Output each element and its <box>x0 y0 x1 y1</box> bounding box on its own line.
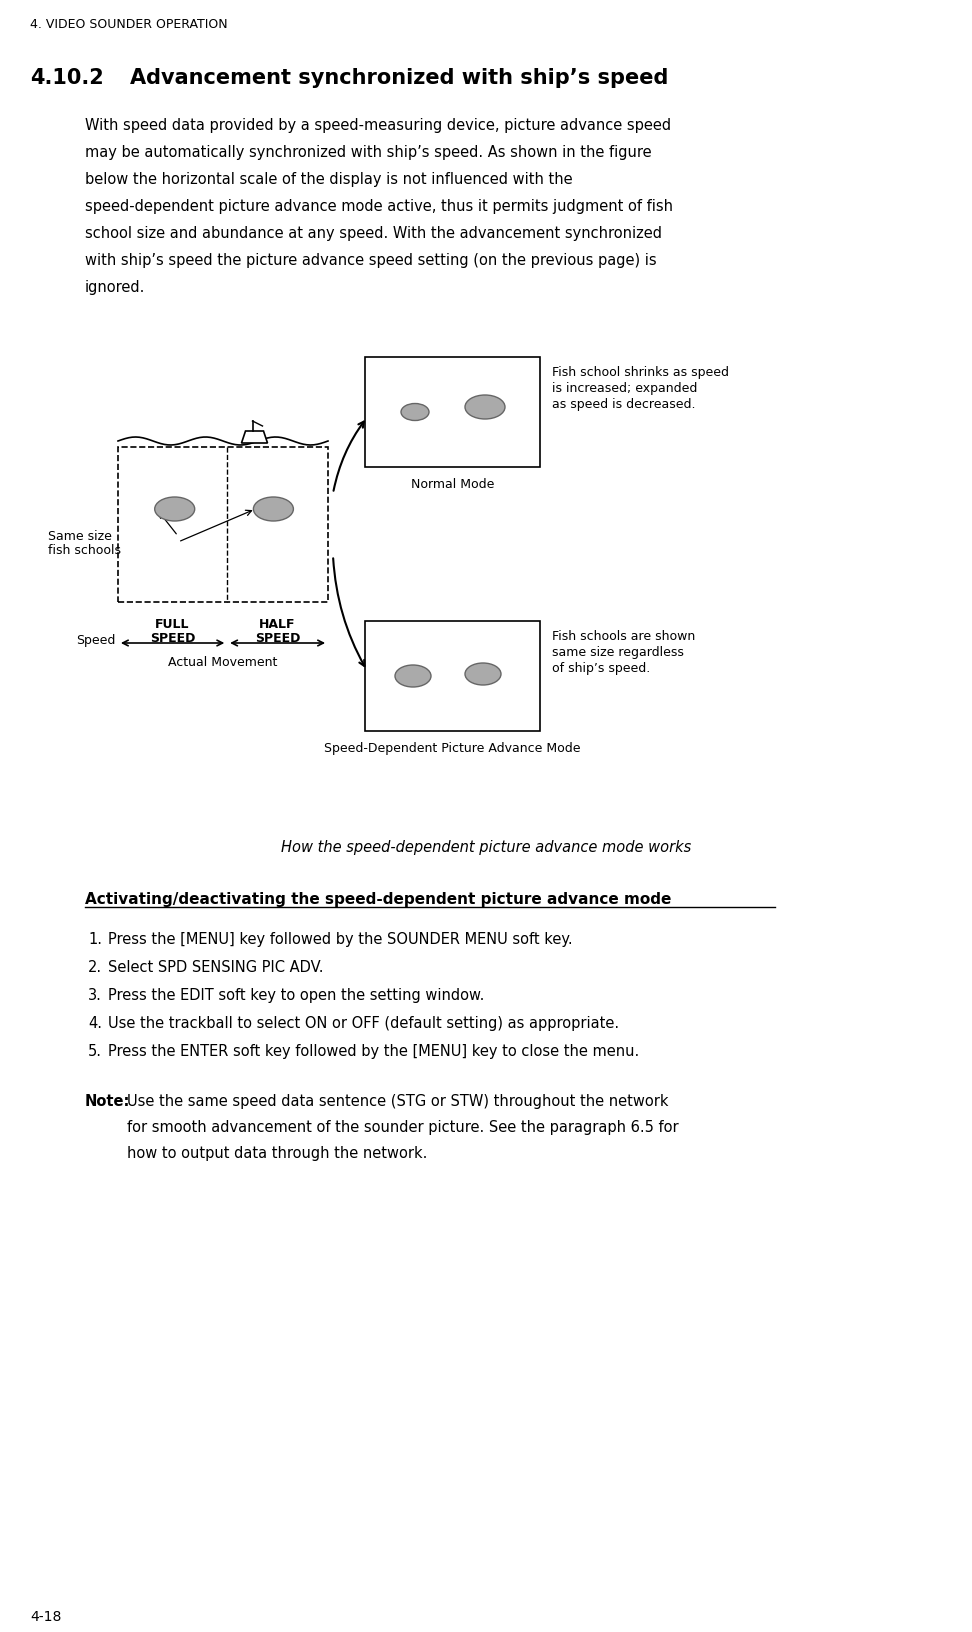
Text: SPEED: SPEED <box>150 632 195 645</box>
Text: below the horizontal scale of the display is not influenced with the: below the horizontal scale of the displa… <box>85 171 573 188</box>
Text: 2.: 2. <box>88 960 102 974</box>
Text: Use the trackball to select ON or OFF (default setting) as appropriate.: Use the trackball to select ON or OFF (d… <box>108 1015 619 1030</box>
Text: 5.: 5. <box>88 1043 102 1058</box>
Polygon shape <box>241 432 267 444</box>
Text: fish schools: fish schools <box>48 543 121 557</box>
Bar <box>118 447 328 602</box>
Text: Press the [MENU] key followed by the SOUNDER MENU soft key.: Press the [MENU] key followed by the SOU… <box>108 932 573 947</box>
Text: FULL: FULL <box>156 617 190 630</box>
Text: may be automatically synchronized with ship’s speed. As shown in the figure: may be automatically synchronized with s… <box>85 145 651 160</box>
Text: 4.: 4. <box>88 1015 102 1030</box>
Text: 4. VIDEO SOUNDER OPERATION: 4. VIDEO SOUNDER OPERATION <box>30 18 227 31</box>
Text: With speed data provided by a speed-measuring device, picture advance speed: With speed data provided by a speed-meas… <box>85 118 671 132</box>
Text: 4-18: 4-18 <box>30 1609 61 1622</box>
Ellipse shape <box>395 666 431 687</box>
Text: of ship’s speed.: of ship’s speed. <box>552 661 650 674</box>
Ellipse shape <box>401 405 429 421</box>
Text: 3.: 3. <box>88 987 102 1002</box>
Text: Press the ENTER soft key followed by the [MENU] key to close the menu.: Press the ENTER soft key followed by the… <box>108 1043 640 1058</box>
Text: with ship’s speed the picture advance speed setting (on the previous page) is: with ship’s speed the picture advance sp… <box>85 253 657 268</box>
Text: Select SPD SENSING PIC ADV.: Select SPD SENSING PIC ADV. <box>108 960 324 974</box>
Ellipse shape <box>155 498 194 522</box>
Text: Actual Movement: Actual Movement <box>168 656 278 669</box>
Text: Activating/deactivating the speed-dependent picture advance mode: Activating/deactivating the speed-depend… <box>85 891 672 906</box>
Text: Fish schools are shown: Fish schools are shown <box>552 630 695 643</box>
Text: SPEED: SPEED <box>255 632 300 645</box>
Text: HALF: HALF <box>260 617 295 630</box>
Text: How the speed-dependent picture advance mode works: How the speed-dependent picture advance … <box>281 839 691 855</box>
Text: Advancement synchronized with ship’s speed: Advancement synchronized with ship’s spe… <box>130 69 669 88</box>
Text: Speed: Speed <box>76 633 115 646</box>
Text: Press the EDIT soft key to open the setting window.: Press the EDIT soft key to open the sett… <box>108 987 484 1002</box>
Ellipse shape <box>465 395 505 419</box>
Text: ignored.: ignored. <box>85 279 146 295</box>
Text: as speed is decreased.: as speed is decreased. <box>552 398 696 411</box>
Ellipse shape <box>465 664 501 685</box>
Text: speed-dependent picture advance mode active, thus it permits judgment of fish: speed-dependent picture advance mode act… <box>85 199 673 214</box>
Text: Note:: Note: <box>85 1093 130 1108</box>
Text: how to output data through the network.: how to output data through the network. <box>127 1146 428 1160</box>
Text: is increased; expanded: is increased; expanded <box>552 382 697 395</box>
Text: same size regardless: same size regardless <box>552 646 684 659</box>
Text: Use the same speed data sentence (STG or STW) throughout the network: Use the same speed data sentence (STG or… <box>127 1093 669 1108</box>
Bar <box>365 622 540 731</box>
Text: Speed-Dependent Picture Advance Mode: Speed-Dependent Picture Advance Mode <box>325 741 580 754</box>
Text: Normal Mode: Normal Mode <box>411 478 494 491</box>
Bar <box>365 357 540 468</box>
Ellipse shape <box>254 498 294 522</box>
Text: for smooth advancement of the sounder picture. See the paragraph 6.5 for: for smooth advancement of the sounder pi… <box>127 1120 678 1134</box>
Text: 4.10.2: 4.10.2 <box>30 69 104 88</box>
Text: Fish school shrinks as speed: Fish school shrinks as speed <box>552 366 729 379</box>
Text: Same size: Same size <box>48 530 112 543</box>
Text: 1.: 1. <box>88 932 102 947</box>
Text: school size and abundance at any speed. With the advancement synchronized: school size and abundance at any speed. … <box>85 225 662 242</box>
